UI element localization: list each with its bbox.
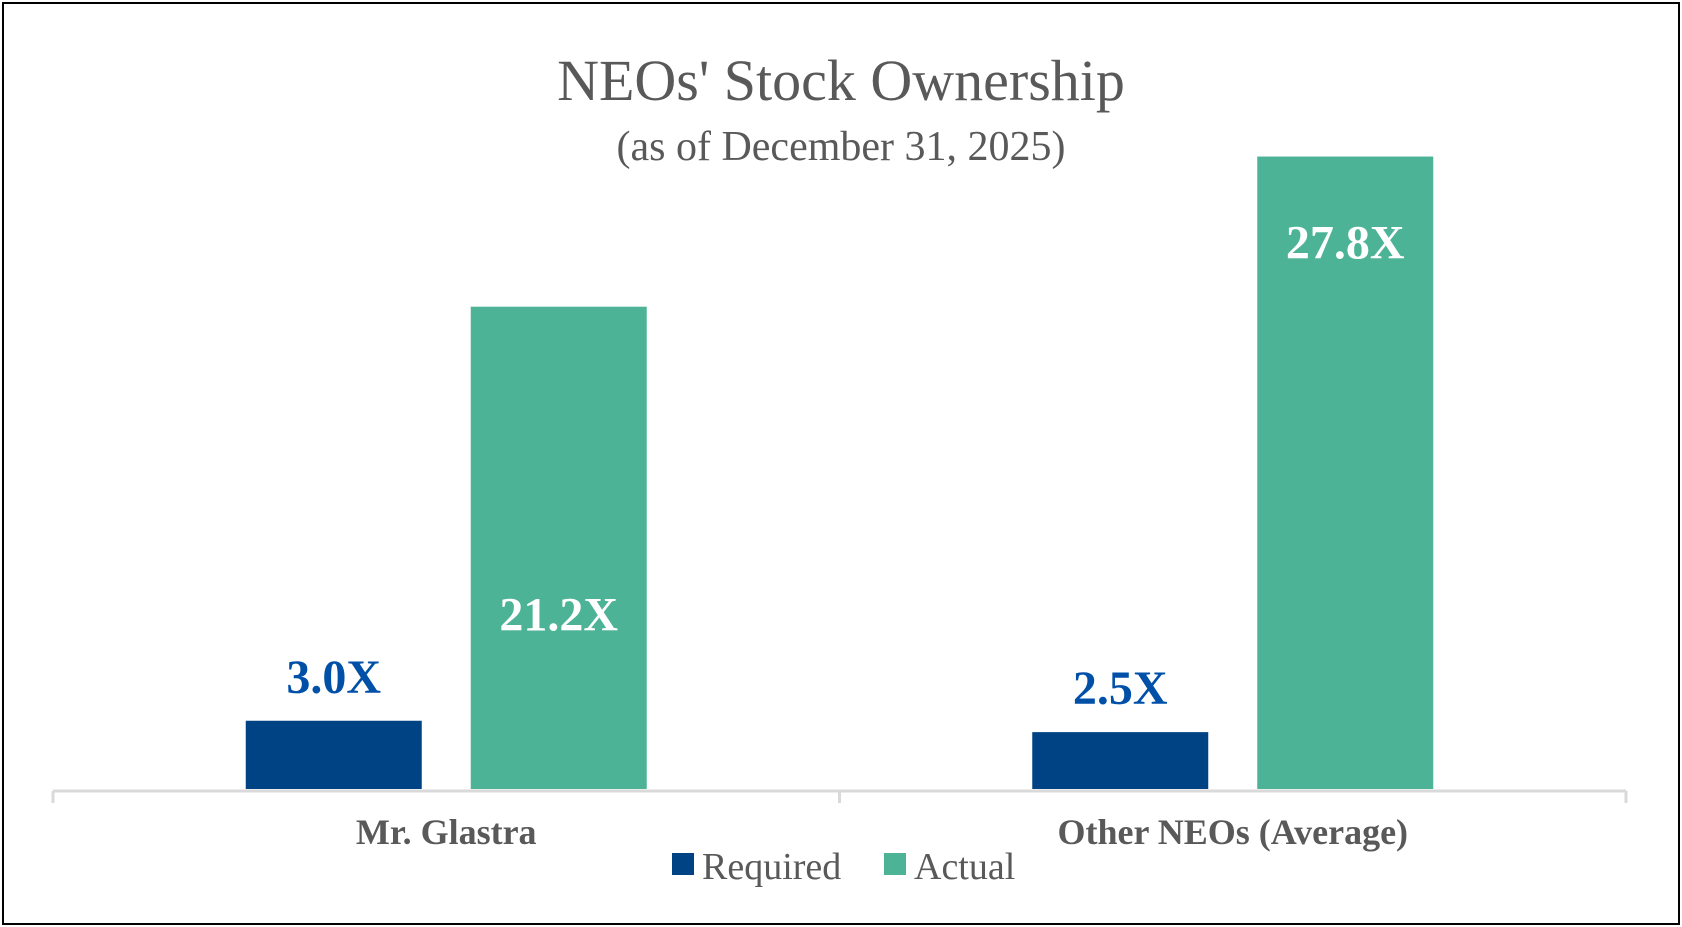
- data-label-actual-2: 27.8X: [1286, 217, 1405, 270]
- category-label-1: Mr. Glastra: [356, 812, 537, 852]
- legend: Required Actual: [672, 846, 1015, 888]
- bar-actual-1: [470, 306, 647, 789]
- x-axis: Mr. Glastra Other NEOs (Average): [51, 789, 1628, 852]
- legend-label-actual: Actual: [914, 846, 1015, 888]
- bar-required-1: [245, 720, 422, 789]
- bar-required-2: [1032, 732, 1209, 789]
- data-label-actual-1: 21.2X: [499, 589, 618, 642]
- data-label-required-2: 2.5X: [1073, 662, 1168, 715]
- chart-title: NEOs' Stock Ownership: [557, 48, 1125, 113]
- legend-label-required: Required: [702, 846, 841, 888]
- bar-actual-2: [1257, 156, 1434, 790]
- chart: NEOs' Stock Ownership (as of December 31…: [51, 48, 1628, 888]
- chart-subtitle: (as of December 31, 2025): [617, 124, 1066, 170]
- bars-group: 3.0X 21.2X 2.5X 27.8X: [245, 156, 1434, 790]
- category-label-2: Other NEOs (Average): [1057, 812, 1408, 852]
- data-label-required-1: 3.0X: [286, 651, 381, 704]
- legend-swatch-required: [672, 853, 694, 875]
- legend-swatch-actual: [884, 853, 906, 875]
